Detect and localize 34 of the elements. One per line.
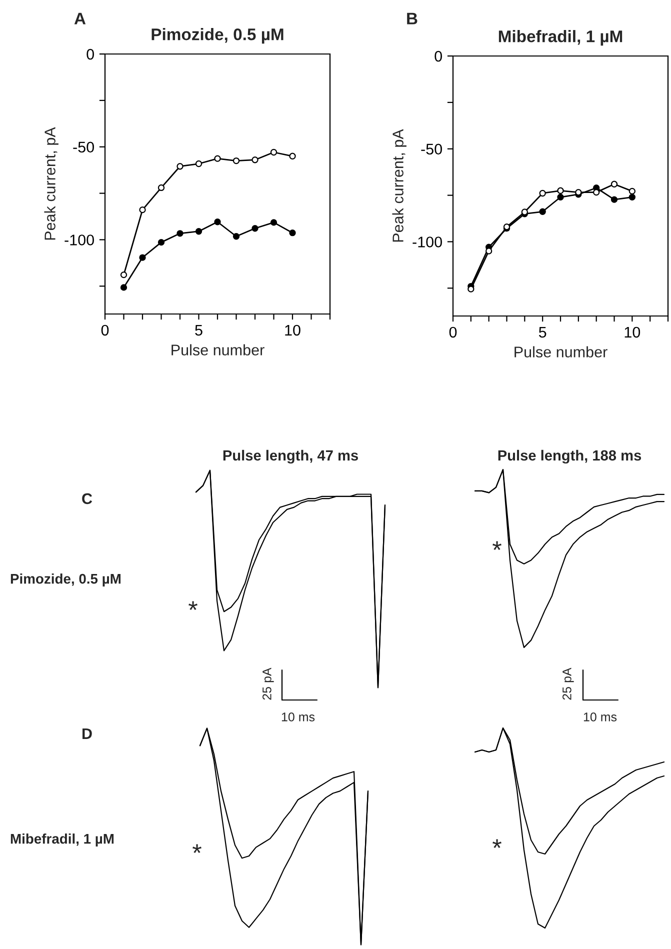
chart-title: Pimozide, 0.5 µM [152, 28, 284, 44]
chart-title: Pulse length, 47 ms [223, 450, 358, 464]
x-tick-label: 0 [449, 326, 457, 338]
annotation: * [192, 844, 202, 854]
x-axis-title: Pulse number [514, 346, 608, 358]
annotation: 25 pA [262, 668, 274, 700]
y-axis-title: Peak current, pA [392, 129, 406, 242]
x-tick-label: 10 [624, 326, 640, 338]
text: Mibefradil, 1 µM [10, 834, 114, 846]
x-tick-label: 5 [195, 324, 202, 336]
text: 25 pA [562, 668, 574, 700]
x-axis-title: Pulse number [172, 344, 264, 356]
y-tick-label: 0 [434, 50, 442, 62]
y-tick-label: -50 [73, 142, 94, 153]
x-tick-label: 0 [101, 324, 109, 336]
annotation: * [492, 839, 502, 848]
y-axis-title: Peak current, pA [44, 127, 58, 240]
y-tick-label: 0 [86, 48, 94, 60]
text: 10 ms [584, 712, 617, 722]
y-tick-label: -100 [412, 236, 442, 248]
annotation: * [492, 541, 502, 550]
text: C [82, 493, 92, 504]
text: 10 ms [282, 712, 315, 722]
x-tick-label: 10 [285, 324, 300, 336]
chart-title: Mibefradil, 1 µM [498, 30, 622, 46]
text: D [82, 728, 92, 739]
annotation: * [188, 601, 198, 610]
text: Pimozide, 0.5 µM [10, 574, 120, 586]
y-tick-label: -100 [64, 234, 94, 246]
text: B [407, 12, 418, 24]
x-tick-label: 5 [538, 326, 546, 338]
text: A [74, 12, 86, 24]
y-tick-label: -50 [421, 144, 442, 155]
chart-title: Pulse length, 188 ms [498, 450, 642, 464]
